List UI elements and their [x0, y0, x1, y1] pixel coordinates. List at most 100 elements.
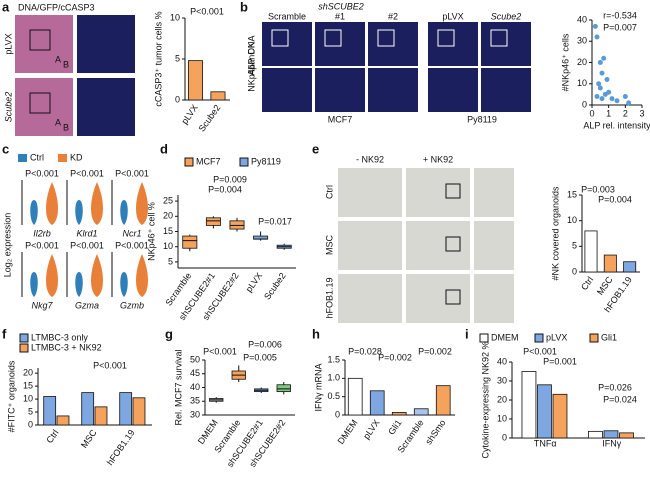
p-value: P<0.001 [70, 168, 104, 178]
point [626, 100, 632, 106]
micrograph [406, 221, 470, 270]
y-axis-label: #FITC⁺ organoids [6, 360, 16, 432]
channel-label: cCASP3 [61, 2, 95, 12]
channel-label: /GFP/ [37, 2, 61, 12]
gene-label: Il2rb [33, 228, 51, 238]
point [597, 85, 603, 91]
panel-letter: c [2, 141, 9, 156]
legend-swatch [58, 154, 67, 162]
panel-letter: h [312, 326, 320, 341]
violin [75, 272, 83, 297]
y-tick-label: 35 [190, 396, 200, 406]
point [614, 98, 620, 104]
y-tick-label: 10 [170, 12, 180, 22]
x-tick-label: DMEM [336, 418, 360, 446]
column-label: Scube2 [491, 11, 522, 21]
y-tick-label: 0 [572, 266, 577, 276]
y-axis-label: Cytokine-expressing NK92 % [480, 341, 490, 458]
legend-label: pLVX [546, 332, 567, 342]
bar [588, 430, 603, 439]
box [276, 384, 291, 393]
violin [30, 272, 38, 297]
legend-label: Gli1 [601, 332, 617, 342]
micrograph [406, 168, 470, 217]
legend-label: LTMBC-3 + NK92 [31, 342, 102, 352]
violin [120, 200, 128, 225]
inset-label: A [55, 54, 61, 64]
violin [136, 254, 148, 297]
bar [43, 396, 57, 426]
group-label: Py8119 [467, 114, 497, 124]
bar [413, 408, 429, 416]
channel-label: DNA [246, 35, 256, 54]
point [609, 96, 615, 102]
annotation: P=0.004 [598, 194, 632, 204]
panel-letter: a [2, 0, 10, 14]
annotation: P=0.024 [603, 394, 637, 404]
y-tick-label: 10 [497, 413, 507, 423]
inset-box [271, 29, 289, 47]
y-tick-label: 40 [497, 356, 507, 366]
inset-box [490, 29, 508, 47]
y-tick-label: 0 [175, 94, 180, 104]
inset-label: A [55, 117, 61, 127]
y-tick-label: 10 [23, 393, 33, 403]
panel-letter: b [240, 0, 248, 14]
micrograph [338, 168, 402, 217]
point [596, 81, 602, 87]
x-tick-label: pLVX [361, 418, 381, 441]
annotation: P=0.001 [543, 356, 577, 366]
bar [210, 91, 226, 101]
y-tick-label: 20 [497, 394, 507, 404]
row-label: Scube2 [3, 92, 13, 123]
violin [91, 254, 103, 297]
y-axis-label: IFNγ mRNA [313, 364, 323, 412]
annotation: P<0.001 [93, 360, 127, 370]
micrograph [368, 22, 418, 66]
panel-letter: f [2, 326, 7, 341]
group-header: shSCUBE2 [318, 1, 364, 11]
y-tick-label: 30 [577, 36, 587, 46]
y-tick-label: 40 [190, 382, 200, 392]
column-label: Scramble [268, 11, 306, 21]
row-label: MSC [324, 235, 334, 256]
bar [391, 412, 407, 416]
annotation: P<0.001 [203, 346, 237, 356]
annotation: P=0.006 [248, 339, 282, 349]
bar [537, 384, 552, 439]
point [594, 94, 600, 99]
channel-label: NKp46 [246, 64, 256, 92]
annotation: P=0.004 [208, 184, 242, 194]
channel-label: panCK [246, 42, 256, 70]
micrograph [15, 15, 73, 73]
inset-box [324, 29, 342, 47]
annotation: r=-0.534 [603, 10, 637, 20]
bar [132, 397, 146, 426]
violin [46, 254, 58, 297]
micrograph [368, 68, 418, 112]
bar [94, 406, 108, 426]
inset-box [445, 289, 461, 305]
legend-label: LTMBC-3 only [31, 332, 88, 342]
p-value: P<0.001 [115, 240, 149, 250]
gene-label: Ncr1 [122, 228, 141, 238]
y-tick-label: 0 [28, 419, 33, 429]
inset-box [437, 29, 455, 47]
micrograph [262, 22, 312, 66]
gene-label: Gzmb [120, 300, 144, 310]
bar [552, 393, 568, 439]
micrograph [474, 168, 514, 217]
violin [91, 182, 103, 225]
x-tick-label: MSC [79, 427, 99, 450]
violin [120, 272, 128, 297]
micrograph [338, 274, 402, 323]
legend-swatch [18, 154, 27, 162]
y-tick-label: 50 [190, 354, 200, 364]
bar [56, 415, 70, 426]
x-tick-label: IFNγ [602, 438, 621, 448]
legend-label: MCF7 [196, 156, 221, 166]
legend-label: Ctrl [30, 152, 44, 162]
bar [623, 261, 637, 273]
y-tick-label: 0 [335, 409, 340, 419]
y-tick-label: 10 [163, 241, 173, 251]
